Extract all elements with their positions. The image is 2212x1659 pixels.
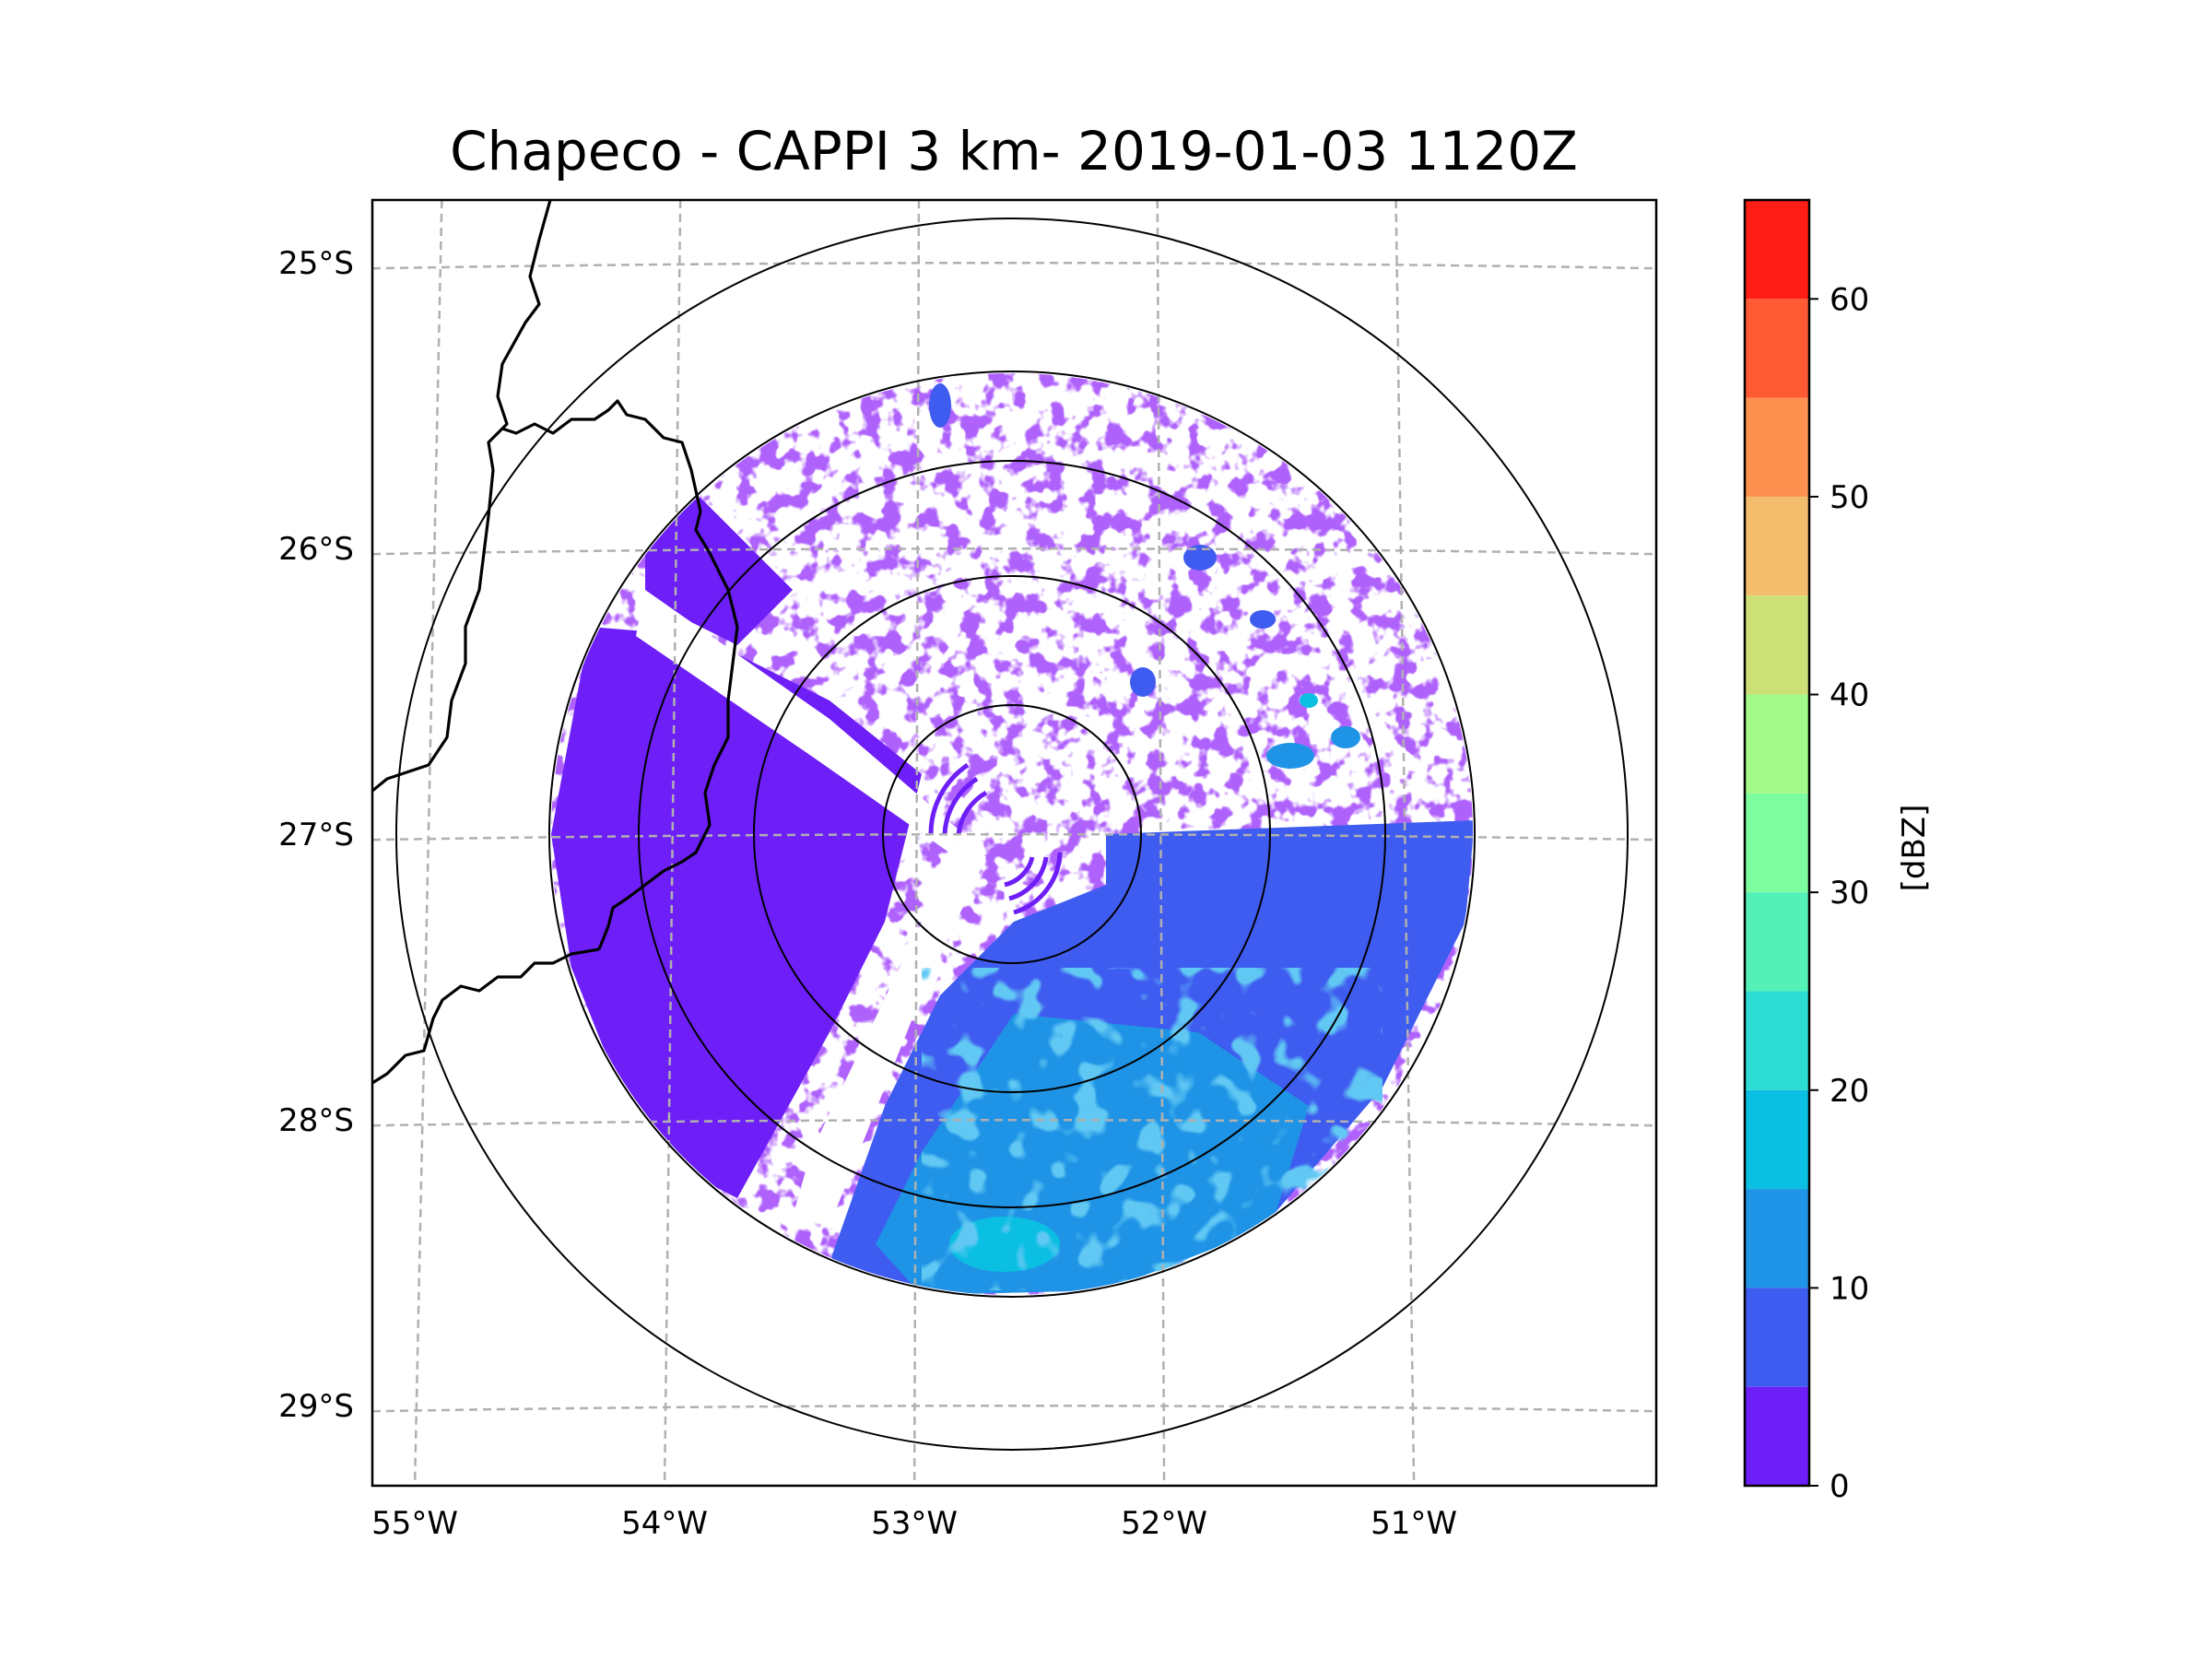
colorbar-tick-label: 40 <box>1830 677 1869 714</box>
meridian-gridline <box>912 200 921 1486</box>
colorbar-segment <box>1745 892 1809 992</box>
border-argentina-brazil <box>372 200 552 793</box>
colorbar-segment <box>1745 1189 1809 1288</box>
meridian-gridline <box>413 200 443 1486</box>
x-tick-labels: 55°W 54°W 53°W 52°W 51°W <box>371 1505 1457 1542</box>
colorbar-segment <box>1745 1089 1809 1190</box>
colorbar-segment <box>1745 496 1809 596</box>
colorbar-tick-label: 50 <box>1830 479 1869 516</box>
echo-texture-south <box>922 968 1382 1290</box>
border-santa-catarina-north <box>501 399 739 950</box>
colorbar-frame <box>1743 198 1811 1488</box>
colorbar-segment <box>1745 299 1809 398</box>
colorbar-tick-label: 10 <box>1830 1270 1869 1307</box>
y-tick-label: 26°S <box>278 531 354 568</box>
y-tick-label: 25°S <box>278 245 354 282</box>
echo-northeast-cells <box>929 383 1360 769</box>
echo-clutter-rings <box>928 762 1063 915</box>
political-borders <box>372 200 739 1085</box>
parallel-gridline <box>372 832 1656 841</box>
colorbar-segment <box>1745 397 1809 497</box>
colorbar-label: [dBZ] <box>1896 805 1933 892</box>
y-tick-label: 27°S <box>278 817 354 853</box>
y-tick-labels: 25°S 26°S 27°S 28°S 29°S <box>278 245 354 1425</box>
border-rio-grande-do-sul <box>372 947 600 1085</box>
range-ring-150km <box>638 460 1386 1208</box>
meridian-gridline <box>663 200 682 1486</box>
x-tick-label: 52°W <box>1121 1505 1207 1542</box>
x-tick-label: 55°W <box>371 1505 458 1542</box>
axes-frame <box>371 198 1658 1488</box>
colorbar-segment <box>1745 991 1809 1090</box>
colorbar-segment <box>1745 793 1809 893</box>
range-ring-200km <box>548 371 1476 1298</box>
parallel-gridline <box>372 261 1656 270</box>
colorbar: 0 10 20 30 40 50 60 <box>1743 198 1869 1505</box>
echo-gap-south <box>793 830 986 1226</box>
x-tick-label: 54°W <box>621 1505 708 1542</box>
range-ring-50km <box>882 704 1142 964</box>
chart-title: Chapeco - CAPPI 3 km- 2019-01-03 1120Z <box>450 120 1578 182</box>
range-ring-100km <box>753 575 1271 1093</box>
colorbar-tick-label: 0 <box>1830 1468 1850 1505</box>
echo-gap-west <box>636 590 959 853</box>
y-tick-label: 28°S <box>278 1102 354 1139</box>
colorbar-segment <box>1745 1288 1809 1387</box>
y-tick-label: 29°S <box>278 1388 354 1425</box>
colorbar-tick-label: 60 <box>1830 281 1869 318</box>
colorbar-tick-label: 20 <box>1830 1073 1869 1110</box>
colorbar-segment <box>1745 595 1809 695</box>
colorbar-segment <box>1745 200 1809 300</box>
colorbar-segment <box>1745 694 1809 794</box>
meridian-gridline <box>1394 200 1416 1486</box>
parallel-gridline <box>372 547 1656 556</box>
colorbar-tick-label: 30 <box>1830 875 1869 912</box>
parallel-gridline <box>372 1118 1656 1127</box>
x-tick-label: 53°W <box>871 1505 958 1542</box>
range-ring-250km <box>395 218 1629 1451</box>
x-tick-label: 51°W <box>1371 1505 1457 1542</box>
colorbar-segment <box>1745 1386 1809 1486</box>
range-rings <box>395 218 1629 1451</box>
parallel-gridline <box>372 1404 1656 1413</box>
